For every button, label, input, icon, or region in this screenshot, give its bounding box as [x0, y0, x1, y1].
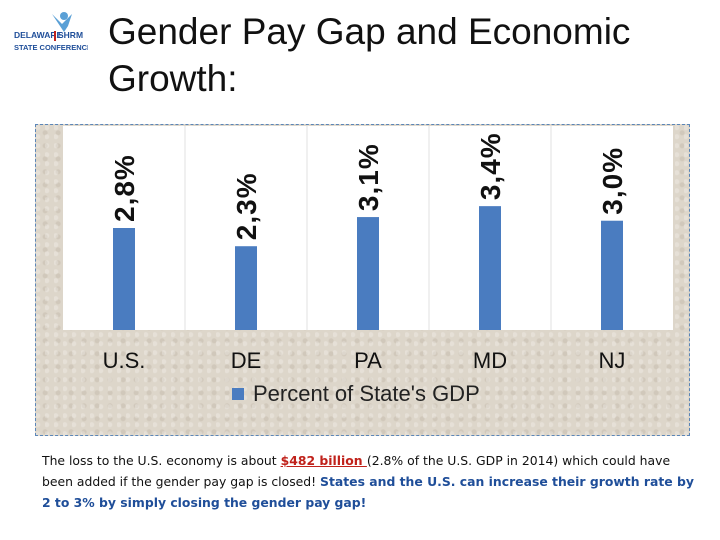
- data-label: 3,1%: [353, 143, 384, 211]
- bar-pa: [357, 217, 379, 330]
- legend-swatch: [232, 388, 244, 400]
- x-tick-label: NJ: [599, 348, 626, 373]
- loss-amount: $482 billion: [280, 453, 367, 468]
- growth-highlight: States and the U.S. can increase their g…: [42, 474, 694, 510]
- x-tick-label: DE: [231, 348, 262, 373]
- footnote: The loss to the U.S. economy is about $4…: [42, 450, 702, 513]
- bar-de: [235, 246, 257, 330]
- x-tick-label: MD: [473, 348, 507, 373]
- data-label: 3,4%: [475, 132, 506, 200]
- x-tick-label: PA: [354, 348, 382, 373]
- footnote-part1: The loss to the U.S. economy is about: [42, 453, 281, 468]
- legend-label: Percent of State's GDP: [253, 381, 480, 406]
- bar-us: [113, 228, 135, 330]
- logo-line1: DELAWARE: [14, 30, 63, 40]
- delaware-shrm-logo: DELAWARE SHRM STATE CONFERENCE: [14, 12, 88, 52]
- chart-legend: Percent of State's GDP: [232, 380, 480, 408]
- logo-figure-head: [60, 12, 68, 20]
- bar-md: [479, 206, 501, 330]
- data-label: 2,3%: [231, 172, 262, 240]
- logo-line3: STATE CONFERENCE: [14, 43, 88, 52]
- data-label: 3,0%: [597, 147, 628, 215]
- page-title: Gender Pay Gap and Economic Growth:: [108, 11, 631, 99]
- logo-line2: SHRM: [58, 30, 83, 40]
- footnote-part2: (2.8% of the U.S. GDP in 2014) which cou…: [42, 453, 671, 489]
- logo-figure-body: [52, 14, 72, 32]
- data-label: 2,8%: [109, 154, 140, 222]
- bar-nj: [601, 220, 623, 330]
- x-tick-label: U.S.: [103, 348, 146, 373]
